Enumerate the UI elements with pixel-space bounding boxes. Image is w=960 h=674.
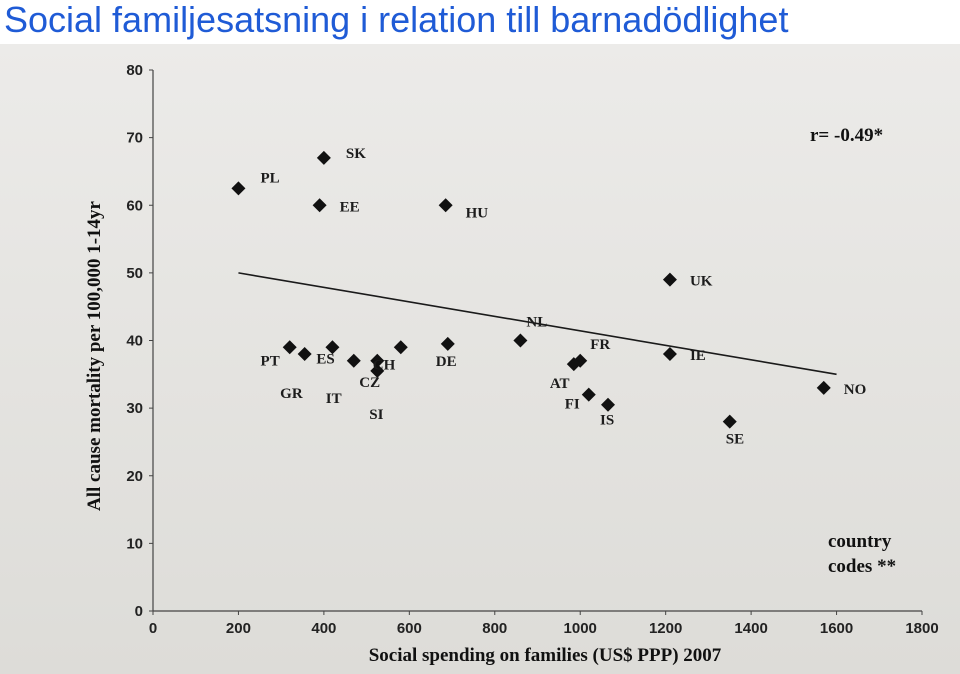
y-tick-label: 40 — [126, 333, 143, 350]
point-nl — [513, 333, 528, 348]
point-sk — [316, 150, 331, 165]
y-tick-label: 70 — [126, 130, 143, 147]
x-tick-label: 1000 — [564, 620, 597, 637]
point-label-pt: PT — [261, 353, 280, 369]
point-label-is: IS — [600, 413, 614, 429]
trendline-group — [238, 272, 837, 376]
point-label-hu: HU — [466, 205, 489, 221]
x-tick-label: 200 — [226, 620, 251, 637]
y-tick-label: 30 — [126, 400, 143, 417]
point-label-sk: SK — [346, 146, 366, 162]
point-label-ie: IE — [690, 348, 706, 364]
point-label-ch: CH — [373, 357, 396, 373]
point-de — [440, 336, 455, 351]
x-tick-label: 0 — [149, 620, 157, 637]
y-tick-label: 0 — [135, 603, 143, 620]
point-uk — [662, 272, 677, 287]
point-it — [346, 353, 361, 368]
data-points — [231, 150, 831, 429]
point-si — [370, 363, 385, 378]
point-label-no: NO — [844, 382, 867, 398]
y-axis-title: All cause mortality per 100,000 1-14yr — [84, 200, 105, 510]
x-axis-title: Social spending on families (US$ PPP) 20… — [369, 645, 722, 666]
point-label-de: DE — [436, 354, 457, 370]
point-label-ee: EE — [340, 199, 360, 215]
point-hu — [438, 198, 453, 213]
point-label-fi: FI — [565, 397, 580, 413]
y-tick-label: 50 — [126, 265, 143, 282]
axes — [152, 70, 922, 612]
point-se — [722, 414, 737, 429]
point-gr — [297, 347, 312, 362]
point-label-si: SI — [369, 407, 383, 423]
x-tick-label: 1800 — [905, 620, 938, 637]
point-label-es: ES — [316, 351, 334, 367]
point-label-nl: NL — [526, 315, 547, 331]
country-codes-note-line2: codes ** — [828, 556, 896, 577]
slide-title: Social familjesatsning i relation till b… — [4, 0, 789, 40]
tick-labels: 0 200 400 600 800 1000 1200 1400 1600 1800 0 10 20 30… — [126, 62, 938, 637]
scatter-chart: 0 200 400 600 800 1000 1200 1400 1600 1800 0 10 20 30… — [84, 62, 939, 666]
point-ee — [312, 198, 327, 213]
x-tick-label: 1200 — [649, 620, 682, 637]
point-label-fr: FR — [590, 337, 610, 353]
point-at — [566, 357, 581, 372]
correlation-label: r= -0.49* — [810, 125, 883, 146]
x-tick-label: 600 — [397, 620, 422, 637]
trendline — [238, 272, 837, 376]
country-codes-note-line1: country — [828, 531, 892, 552]
y-tick-label: 60 — [126, 197, 143, 214]
point-no — [816, 380, 831, 395]
x-tick-label: 1600 — [820, 620, 853, 637]
x-tick-label: 400 — [311, 620, 336, 637]
point-pt — [282, 340, 297, 355]
point-label-it: IT — [326, 391, 342, 407]
point-labels: PL SK EE HU PT GR ES IT CZ SI CH DE NL FR AT FI IS UK IE SE… — [260, 146, 866, 448]
point-label-gr: GR — [280, 386, 303, 402]
y-tick-label: 20 — [126, 468, 143, 485]
point-label-se: SE — [726, 432, 744, 448]
point-es — [325, 340, 340, 355]
point-is — [600, 397, 615, 412]
point-label-cz: CZ — [359, 375, 380, 391]
point-label-pl: PL — [260, 170, 279, 186]
point-label-uk: UK — [690, 274, 713, 290]
x-tick-label: 1400 — [734, 620, 767, 637]
point-label-at: AT — [550, 376, 570, 392]
point-ch — [393, 340, 408, 355]
point-ie — [662, 347, 677, 362]
x-tick-label: 800 — [482, 620, 507, 637]
chart-photo: 0 200 400 600 800 1000 1200 1400 1600 1800 0 10 20 30… — [0, 44, 960, 674]
y-tick-label: 80 — [126, 62, 143, 79]
point-cz — [370, 353, 385, 368]
point-fi — [581, 387, 596, 402]
y-tick-label: 10 — [126, 535, 143, 552]
point-pl — [231, 181, 246, 196]
